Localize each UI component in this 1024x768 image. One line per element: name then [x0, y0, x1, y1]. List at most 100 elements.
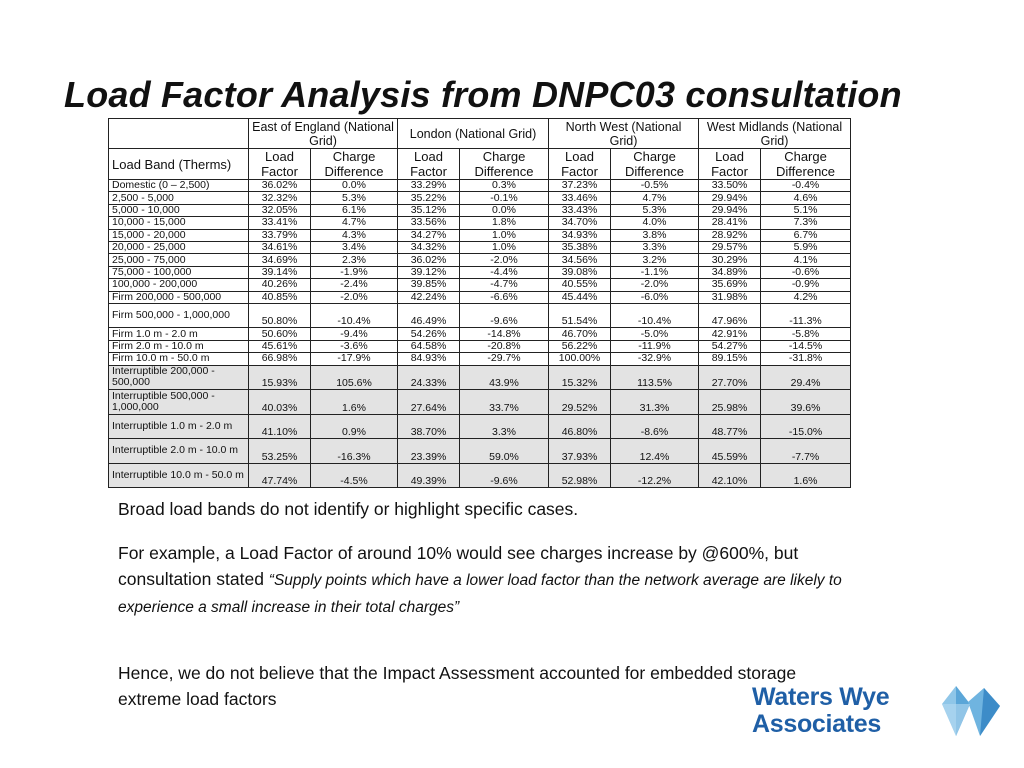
charge-difference-cell: -1.9% — [309, 265, 399, 280]
waters-wye-logo: Waters Wye Associates — [752, 684, 1012, 740]
load-factor-cell: 34.32% — [397, 240, 461, 255]
table-row: Firm 2.0 m - 10.0 m 45.61% -3.6% 64.58% -20.… — [108, 339, 852, 354]
charge-difference-cell: -0.4% — [760, 178, 852, 193]
charge-difference-cell: -3.6% — [309, 339, 399, 354]
charge-difference-cell: 3.3% — [610, 240, 700, 255]
load-band-header: Load Band (Therms) — [108, 148, 249, 180]
load-band-cell: Domestic (0 – 2,500) — [108, 178, 249, 193]
load-factor-cell: 33.56% — [397, 216, 461, 230]
load-factor-cell: 56.22% — [548, 339, 612, 354]
load-factor-cell: 46.70% — [548, 327, 612, 341]
load-factor-cell: 33.50% — [698, 178, 762, 193]
load-band-cell: Firm 200,000 - 500,000 — [108, 290, 249, 304]
charge-difference-cell: -17.9% — [309, 352, 399, 366]
table-row: Interruptible 1.0 m - 2.0 m 41.10% 0.9% 38.… — [108, 413, 852, 440]
load-factor-cell: 34.93% — [548, 228, 612, 242]
charge-difference-cell: 5.1% — [760, 203, 852, 218]
load-band-cell: 15,000 - 20,000 — [108, 228, 249, 242]
charge-difference-cell: -4.4% — [459, 265, 550, 280]
load-band-cell: 75,000 - 100,000 — [108, 265, 249, 280]
charge-difference-cell: -0.1% — [459, 191, 550, 205]
load-factor-cell: 89.15% — [698, 352, 762, 366]
load-factor-cell: 47.96% — [698, 302, 762, 329]
table-row: 15,000 - 20,000 33.79% 4.3% 34.27% 1.0% 34.93… — [108, 228, 852, 242]
load-factor-cell: 27.64% — [397, 389, 461, 415]
load-factor-cell: 50.80% — [248, 302, 311, 329]
load-factor-cell: 42.91% — [698, 327, 762, 341]
load-factor-header: Load Factor — [698, 148, 762, 180]
charge-difference-cell: -0.6% — [760, 265, 852, 280]
logo-line-1: Waters Wye — [752, 683, 890, 711]
load-factor-cell: 54.27% — [698, 339, 762, 354]
load-factor-cell: 39.08% — [548, 265, 612, 280]
load-factor-cell: 53.25% — [248, 438, 311, 464]
charge-difference-cell: 6.1% — [309, 203, 399, 218]
load-factor-cell: 31.98% — [698, 290, 762, 304]
charge-difference-header: Charge Difference — [459, 148, 550, 180]
load-band-cell: Firm 1.0 m - 2.0 m — [108, 327, 249, 341]
charge-difference-cell: 39.6% — [760, 389, 852, 415]
charge-difference-cell: -0.9% — [760, 278, 852, 292]
load-factor-cell: 34.27% — [397, 228, 461, 242]
load-factor-cell: 34.89% — [698, 265, 762, 280]
table-row: Firm 1.0 m - 2.0 m 50.60% -9.4% 54.26% -14.8… — [108, 327, 852, 341]
load-factor-cell: 42.24% — [397, 290, 461, 304]
charge-difference-cell: -9.6% — [459, 302, 550, 329]
load-factor-cell: 46.49% — [397, 302, 461, 329]
charge-difference-cell: 0.9% — [309, 413, 399, 440]
load-factor-cell: 34.69% — [248, 253, 311, 267]
load-factor-cell: 15.93% — [248, 364, 311, 391]
charge-difference-cell: -12.2% — [610, 462, 700, 489]
table-row: Firm 200,000 - 500,000 40.85% -2.0% 42.24% -… — [108, 290, 852, 304]
group-header-north-west: North West (National Grid) — [548, 118, 700, 149]
load-factor-cell: 45.61% — [248, 339, 311, 354]
logo-line-2: Associates — [752, 710, 882, 738]
charge-difference-cell: 4.6% — [760, 191, 852, 205]
load-factor-cell: 41.10% — [248, 413, 311, 440]
load-band-cell: Interruptible 2.0 m - 10.0 m — [108, 438, 249, 464]
load-factor-cell: 50.60% — [248, 327, 311, 341]
load-factor-cell: 51.54% — [548, 302, 612, 329]
load-factor-cell: 40.85% — [248, 290, 311, 304]
charge-difference-cell: 3.2% — [610, 253, 700, 267]
table-row: Firm 500,000 - 1,000,000 50.80% -10.4% 46.4… — [108, 302, 852, 329]
charge-difference-cell: -9.4% — [309, 327, 399, 341]
load-band-cell: Firm 500,000 - 1,000,000 — [108, 302, 249, 329]
charge-difference-cell: -4.5% — [309, 462, 399, 489]
load-factor-cell: 47.74% — [248, 462, 311, 489]
charge-difference-cell: -15.0% — [760, 413, 852, 440]
blank-corner-cell — [108, 118, 249, 149]
load-factor-cell: 48.77% — [698, 413, 762, 440]
load-factor-cell: 29.94% — [698, 191, 762, 205]
table-row: Interruptible 500,000 - 1,000,000 40.03% 1… — [108, 389, 852, 415]
data-table: East of England (National Grid) London (… — [108, 118, 852, 489]
table-row: 20,000 - 25,000 34.61% 3.4% 34.32% 1.0% 35.38… — [108, 240, 852, 255]
load-factor-cell: 36.02% — [248, 178, 311, 193]
load-factor-cell: 33.41% — [248, 216, 311, 230]
charge-difference-header: Charge Difference — [760, 148, 852, 180]
charge-difference-cell: 31.3% — [610, 389, 700, 415]
load-band-cell: Interruptible 500,000 - 1,000,000 — [108, 389, 249, 415]
charge-difference-cell: -9.6% — [459, 462, 550, 489]
charge-difference-cell: -14.8% — [459, 327, 550, 341]
load-factor-cell: 37.23% — [548, 178, 612, 193]
load-factor-cell: 35.22% — [397, 191, 461, 205]
load-factor-cell: 39.14% — [248, 265, 311, 280]
charge-difference-cell: 0.0% — [459, 203, 550, 218]
load-factor-cell: 64.58% — [397, 339, 461, 354]
load-factor-cell: 25.98% — [698, 389, 762, 415]
load-factor-cell: 54.26% — [397, 327, 461, 341]
charge-difference-cell: -29.7% — [459, 352, 550, 366]
charge-difference-cell: 3.8% — [610, 228, 700, 242]
charge-difference-cell: -10.4% — [309, 302, 399, 329]
charge-difference-cell: 0.3% — [459, 178, 550, 193]
load-band-cell: 25,000 - 75,000 — [108, 253, 249, 267]
load-band-cell: Interruptible 1.0 m - 2.0 m — [108, 413, 249, 440]
charge-difference-header: Charge Difference — [309, 148, 399, 180]
load-factor-cell: 34.70% — [548, 216, 612, 230]
charge-difference-cell: 1.0% — [459, 240, 550, 255]
charge-difference-cell: 3.3% — [459, 413, 550, 440]
charge-difference-cell: -11.3% — [760, 302, 852, 329]
slide-title: Load Factor Analysis from DNPC03 consult… — [64, 74, 902, 115]
charge-difference-cell: -32.9% — [610, 352, 700, 366]
